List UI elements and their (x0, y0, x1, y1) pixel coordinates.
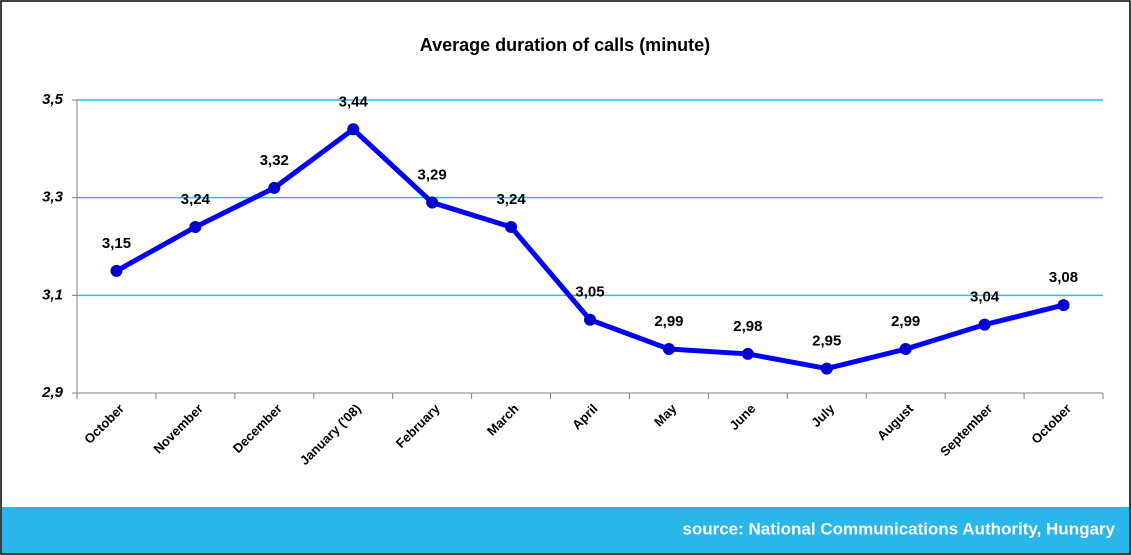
data-label: 3,24 (496, 191, 526, 208)
marker (505, 220, 518, 233)
data-label: 2,95 (812, 333, 841, 350)
data-label: 3,32 (260, 152, 289, 169)
data-label: 3,29 (418, 167, 447, 184)
marker (110, 264, 123, 277)
y-tick-label: 3,3 (42, 189, 64, 206)
marker (189, 220, 202, 233)
source: source: National Communications Authorit… (682, 519, 1115, 538)
data-label: 3,15 (102, 235, 131, 252)
data-label: 2,98 (733, 318, 762, 335)
marker (268, 181, 281, 194)
y-tick-label: 3,5 (42, 91, 64, 108)
data-label: 2,99 (654, 313, 683, 330)
y-tick-label: 3,1 (42, 286, 63, 303)
marker (978, 318, 991, 331)
footer-band (2, 507, 1129, 553)
data-label: 3,04 (970, 289, 1000, 306)
data-label: 3,44 (339, 93, 369, 110)
marker (820, 362, 833, 375)
marker (741, 347, 754, 360)
marker (347, 123, 360, 136)
marker (1057, 299, 1070, 312)
data-label: 3,08 (1049, 269, 1078, 286)
marker (584, 313, 596, 326)
marker (426, 196, 439, 209)
data-label: 3,05 (575, 284, 604, 301)
data-label: 2,99 (891, 313, 920, 330)
data-label: 3,24 (181, 191, 211, 208)
marker (662, 343, 675, 356)
chart-title: Average duration of calls (minute) (420, 35, 710, 55)
marker (899, 343, 912, 356)
y-tick-label: 2,9 (41, 384, 64, 401)
